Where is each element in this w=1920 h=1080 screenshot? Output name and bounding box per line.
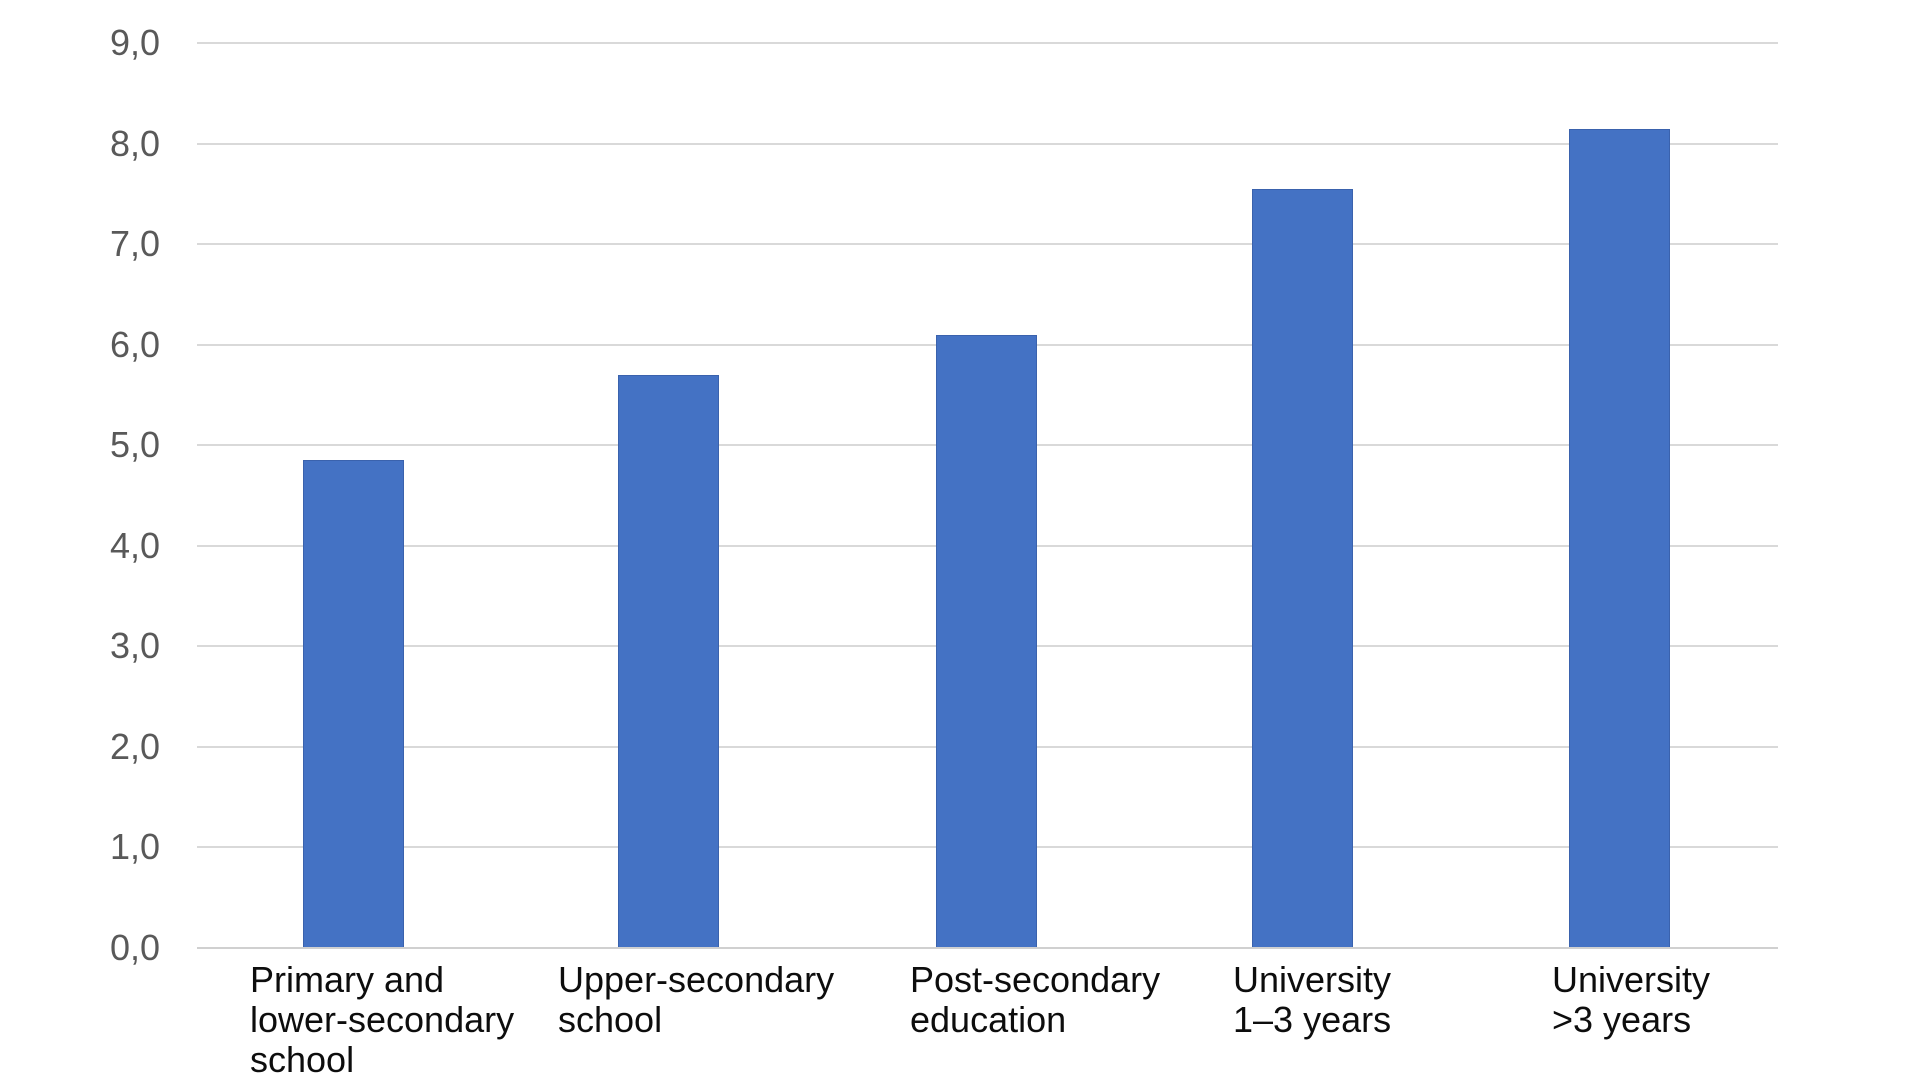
y-axis-tick-label: 5,0: [109, 424, 160, 465]
bar-3: [1252, 189, 1353, 948]
bar-2: [936, 335, 1037, 948]
category-label-line: school: [250, 1039, 355, 1080]
y-axis-tick-label: 3,0: [109, 625, 160, 666]
category-label-line: Primary and: [250, 959, 445, 1000]
y-axis-tick-label: 4,0: [109, 525, 160, 566]
category-label-line: University: [1233, 959, 1392, 1000]
y-axis-tick-label: 2,0: [109, 726, 160, 767]
y-axis-tick-label: 8,0: [109, 123, 160, 164]
category-label-1: Upper-secondary school: [558, 960, 834, 1040]
bar-1: [618, 375, 719, 948]
category-label-3: University 1–3 years: [1233, 960, 1391, 1040]
gridline: [197, 243, 1778, 245]
gridline: [197, 42, 1778, 44]
y-axis-tick-label: 9,0: [109, 22, 160, 63]
category-label-line: education: [910, 999, 1067, 1040]
category-label-4: University >3 years: [1552, 960, 1710, 1040]
bar-0: [303, 460, 404, 948]
gridline: [197, 143, 1778, 145]
category-label-0: Primary and lower-secondary school: [250, 960, 514, 1080]
y-axis-tick-label: 1,0: [109, 826, 160, 867]
category-label-line: Post-secondary: [910, 959, 1161, 1000]
category-label-line: Upper-secondary: [558, 959, 835, 1000]
category-label-line: >3 years: [1552, 999, 1692, 1040]
category-label-2: Post-secondary education: [910, 960, 1160, 1040]
category-label-line: lower-secondary: [250, 999, 515, 1040]
category-label-line: University: [1552, 959, 1711, 1000]
x-axis-line: [197, 947, 1778, 949]
y-axis-tick-label: 6,0: [109, 324, 160, 365]
bar-4: [1569, 129, 1670, 948]
y-axis-tick-label: 0,0: [109, 927, 160, 968]
category-label-line: 1–3 years: [1233, 999, 1392, 1040]
category-label-line: school: [558, 999, 663, 1040]
y-axis-tick-label: 7,0: [109, 223, 160, 264]
